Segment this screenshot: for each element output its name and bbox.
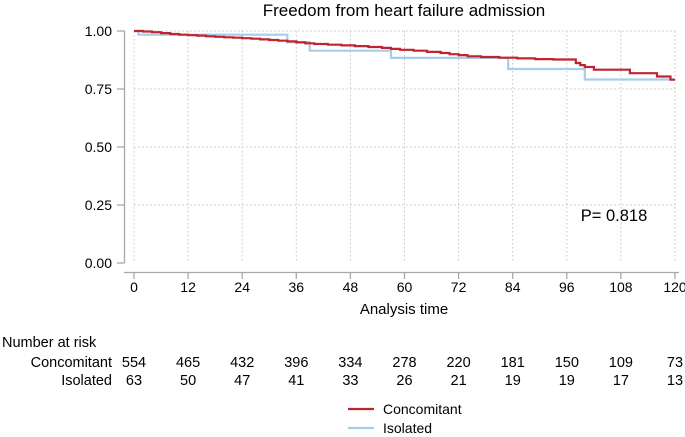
- legend: Concomitant Isolated: [348, 401, 462, 436]
- risk-count-isolated: 41: [288, 373, 304, 389]
- risk-count-concomitant: 220: [446, 355, 470, 371]
- risk-row-label-isolated: Isolated: [61, 373, 112, 389]
- risk-count-concomitant: 109: [609, 355, 633, 371]
- x-tick-label: 12: [180, 279, 196, 295]
- risk-count-concomitant: 396: [284, 355, 308, 371]
- x-tick-label: 96: [559, 279, 575, 295]
- curve-concomitant: [134, 29, 675, 81]
- legend-label-concomitant: Concomitant: [383, 401, 462, 417]
- x-tick-label: 48: [343, 279, 359, 295]
- risk-count-concomitant: 432: [230, 355, 254, 371]
- risk-count-isolated: 19: [505, 373, 521, 389]
- risk-count-concomitant: 334: [338, 355, 362, 371]
- x-tick-label: 72: [451, 279, 467, 295]
- risk-count-concomitant: 150: [555, 355, 579, 371]
- legend-label-isolated: Isolated: [383, 420, 432, 436]
- risk-count-isolated: 13: [667, 373, 683, 389]
- survival-curves: [134, 29, 675, 81]
- risk-count-concomitant: 181: [501, 355, 525, 371]
- risk-count-isolated: 50: [180, 373, 196, 389]
- risk-count-concomitant: 73: [667, 355, 683, 371]
- risk-count-isolated: 47: [234, 373, 250, 389]
- y-tick-label: 0.25: [85, 197, 112, 213]
- chart-title: Freedom from heart failure admission: [263, 1, 546, 20]
- curve-isolated: [134, 29, 675, 81]
- risk-count-isolated: 17: [613, 373, 629, 389]
- y-tick-label: 0.50: [85, 139, 112, 155]
- tick-labels: 1.00 0.75 0.50 0.25 0.00 0 12 24 36 48 60 72 84 96 108…: [85, 23, 685, 295]
- p-value-annotation: P= 0.818: [581, 207, 648, 225]
- risk-count-concomitant: 465: [176, 355, 200, 371]
- risk-count-isolated: 33: [342, 373, 358, 389]
- x-tick-label: 36: [289, 279, 305, 295]
- y-tick-label: 0.75: [85, 81, 112, 97]
- axes: [117, 30, 679, 279]
- x-tick-label: 84: [505, 279, 521, 295]
- x-tick-label: 0: [130, 279, 138, 295]
- risk-count-isolated: 19: [559, 373, 575, 389]
- risk-count-isolated: 21: [451, 373, 467, 389]
- risk-row-label-concomitant: Concomitant: [31, 355, 112, 371]
- x-tick-label: 108: [609, 279, 633, 295]
- y-tick-label: 1.00: [85, 23, 112, 39]
- risk-count-concomitant: 278: [392, 355, 416, 371]
- y-tick-label: 0.00: [85, 255, 112, 271]
- x-tick-label: 120: [663, 279, 685, 295]
- risk-table-header: Number at risk: [2, 335, 97, 351]
- risk-count-concomitant: 554: [122, 355, 146, 371]
- risk-count-isolated: 26: [396, 373, 412, 389]
- x-axis-title: Analysis time: [360, 301, 448, 318]
- risk-count-isolated: 63: [126, 373, 142, 389]
- risk-table-numbers: 554 465 432 396 334 278 220 181 150 109 73 63 50 47 41…: [122, 355, 683, 389]
- x-tick-label: 60: [397, 279, 413, 295]
- gridlines: [133, 30, 676, 263]
- x-tick-label: 24: [234, 279, 250, 295]
